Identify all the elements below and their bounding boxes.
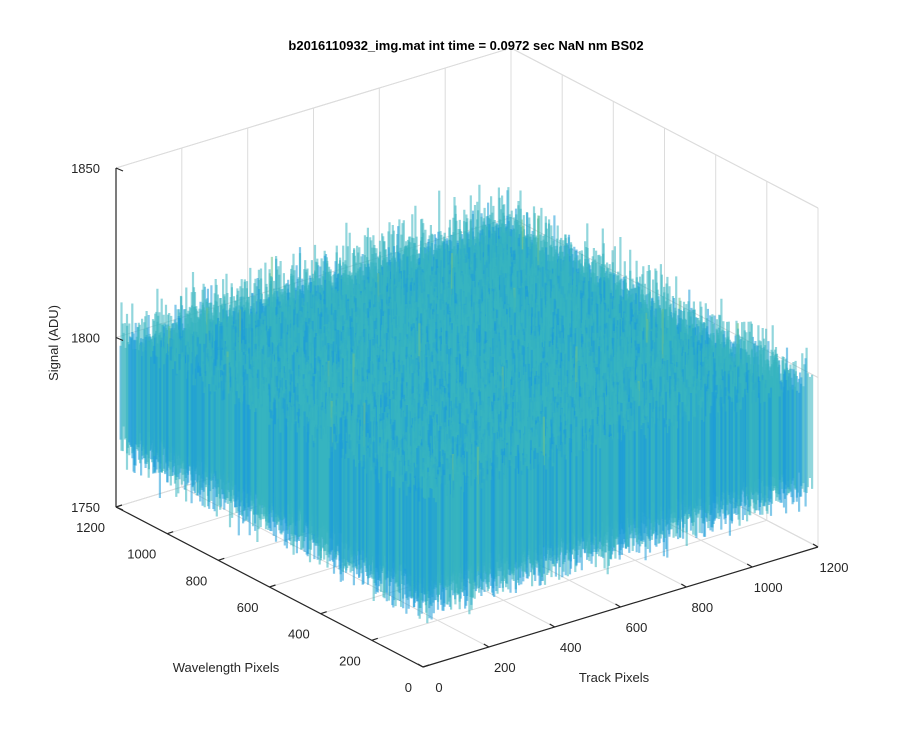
x-tick-mark [680, 583, 687, 588]
y-tick-mark [371, 637, 378, 641]
x-axis-label: Track Pixels [579, 670, 650, 685]
y-tick-mark [422, 664, 430, 668]
surface-strip [426, 364, 814, 624]
x-tick-label: 0 [435, 680, 442, 695]
x-tick-label: 200 [494, 660, 516, 675]
x-tick-mark [483, 643, 490, 648]
x-tick-mark [549, 623, 556, 628]
x-tick-label: 800 [691, 600, 713, 615]
z-tick-mark [115, 167, 124, 172]
y-tick-mark [320, 611, 327, 615]
y-tick-mark [115, 504, 123, 508]
x-tick-label: 400 [560, 640, 582, 655]
chart-title: b2016110932_img.mat int time = 0.0972 se… [288, 38, 643, 53]
y-tick-mark [269, 584, 276, 588]
surface [119, 184, 814, 624]
y-tick-mark [218, 557, 225, 561]
z-tick-mark [115, 506, 124, 511]
x-tick-label: 600 [626, 620, 648, 635]
z-axis-label: Signal (ADU) [46, 305, 61, 381]
surface-strip [421, 358, 807, 620]
x-tick-mark [812, 543, 819, 548]
z-tick-label: 1800 [71, 331, 100, 346]
z-tick-mark [115, 336, 124, 342]
y-tick-label: 1200 [76, 520, 105, 535]
x-tick-mark [615, 603, 621, 608]
z-tick-label: 1750 [71, 500, 100, 515]
x-tick-mark [746, 563, 753, 568]
x-tick-mark [417, 663, 424, 668]
tick-labels: 0 200 400 600 800 1000 1200 0 200 400 600 800 1000 12… [71, 161, 848, 695]
y-axis-label: Wavelength Pixels [173, 660, 280, 675]
grid-line-z [510, 47, 819, 209]
y-tick-label: 800 [186, 573, 208, 588]
grid-line-y-floor [371, 519, 767, 641]
y-tick-label: 1000 [127, 547, 156, 562]
y-tick-label: 600 [237, 600, 259, 615]
x-tick-label: 1000 [754, 580, 783, 595]
y-tick-label: 400 [288, 627, 310, 642]
y-tick-label: 0 [405, 680, 412, 695]
grid-line-z [115, 47, 512, 169]
x-tick-label: 1200 [820, 560, 849, 575]
y-tick-label: 200 [339, 653, 361, 668]
y-tick-mark [167, 531, 174, 535]
z-tick-label: 1850 [71, 161, 100, 176]
